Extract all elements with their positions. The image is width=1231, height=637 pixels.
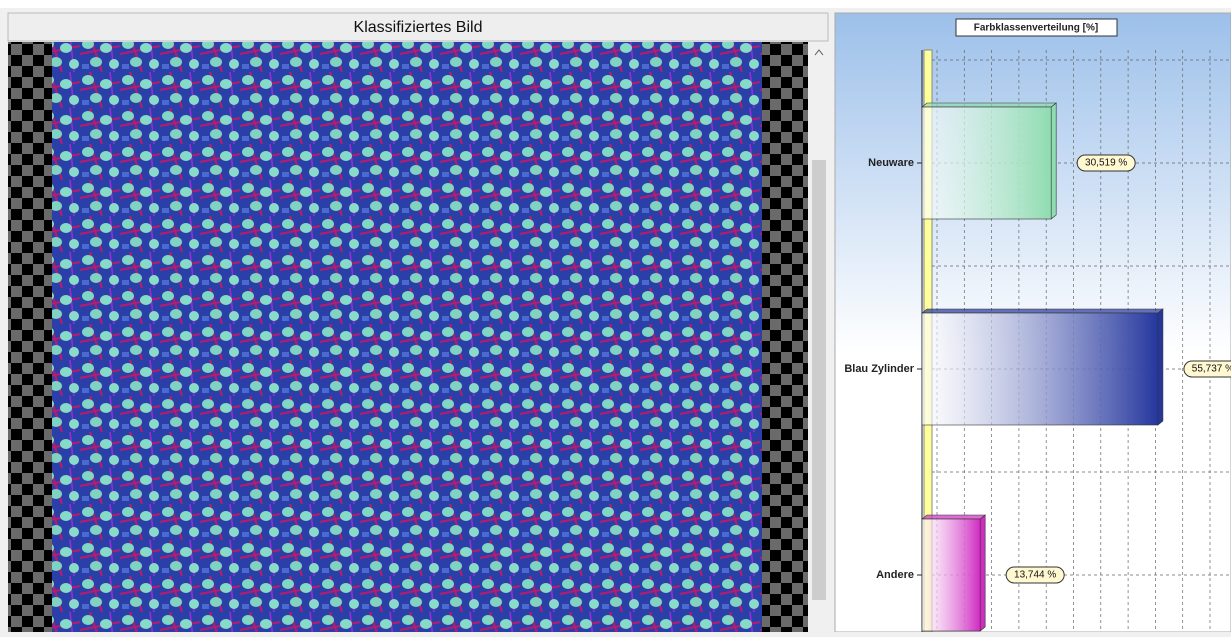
- panel-title: Klassifiziertes Bild: [354, 19, 483, 36]
- classified-image: [52, 42, 762, 632]
- bar-side: [1050, 102, 1057, 220]
- y-tick-label: Andere: [876, 569, 914, 581]
- bar-top: [921, 102, 1058, 108]
- bar-side: [1157, 308, 1164, 426]
- value-label: 13,744 %: [1014, 570, 1056, 581]
- bar: [921, 518, 981, 632]
- value-label: 55,737 %: [1192, 364, 1231, 375]
- bar-top: [921, 514, 987, 520]
- value-label-box: [1076, 154, 1136, 172]
- bar-side: [979, 514, 986, 632]
- scrollbar-thumb[interactable]: [812, 160, 826, 600]
- value-label: 30,519 %: [1085, 158, 1127, 169]
- bar: [921, 312, 1159, 426]
- panel-header: [7, 12, 829, 42]
- value-label-box: [1005, 566, 1065, 584]
- value-label-box: [1183, 360, 1231, 378]
- top-bar: [0, 0, 1231, 8]
- bar: [921, 106, 1052, 220]
- bar-top: [921, 308, 1164, 314]
- chart-title-box: [955, 18, 1118, 37]
- y-tick-label: Blau Zylinder: [844, 363, 914, 375]
- scroll-up[interactable]: [814, 49, 824, 56]
- chart-title: Farbklassenverteilung [%]: [974, 23, 1098, 34]
- y-tick-label: Neuware: [868, 157, 914, 169]
